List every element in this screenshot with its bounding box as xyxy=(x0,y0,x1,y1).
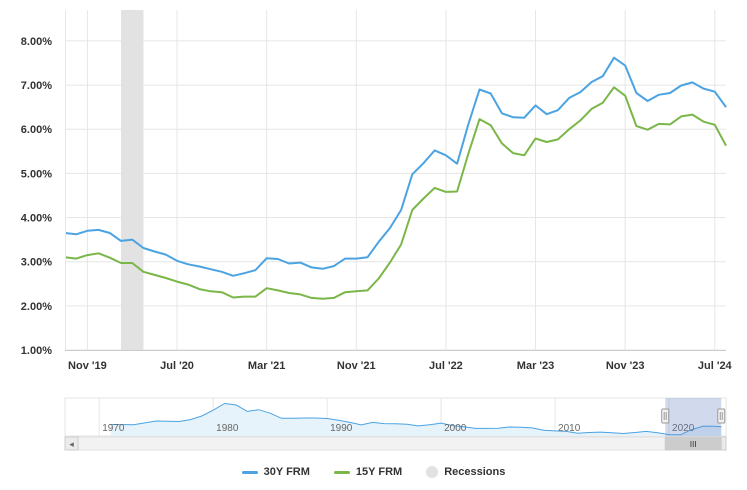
x-tick-label: Jul '20 xyxy=(160,360,194,372)
navigator-handle-right[interactable] xyxy=(717,408,726,424)
legend-item-30y-frm[interactable]: 30Y FRM xyxy=(241,466,310,478)
recession-band xyxy=(121,10,144,350)
plot-area xyxy=(64,10,727,351)
x-tick-label: Nov '21 xyxy=(337,360,376,372)
navigator-tick-label: 1980 xyxy=(216,423,239,434)
navigator-handle-grip[interactable] xyxy=(717,408,726,424)
x-axis-ticks: Nov '19 Jul '20 Mar '21 Nov '21 Jul '22 Mar '… xyxy=(68,360,733,372)
navigator-handle-left[interactable] xyxy=(661,408,670,424)
series-15y-frm-line xyxy=(64,86,727,300)
legend-item-recessions[interactable]: Recessions xyxy=(426,466,505,478)
y-tick-label: 7.00% xyxy=(21,80,52,92)
legend: 30Y FRM 15Y FRM Recessions xyxy=(0,466,747,478)
y-tick-label: 4.00% xyxy=(21,213,52,225)
navigator-selected-range[interactable] xyxy=(665,398,722,436)
legend-label-30y: 30Y FRM xyxy=(263,466,310,478)
x-tick-label: Nov '23 xyxy=(606,360,645,372)
navigator-tick-label: 2010 xyxy=(558,423,581,434)
mortgage-rate-chart: 8.00% 7.00% 6.00% 5.00% 4.00% 3.00% 2.00% 1.00%… xyxy=(21,10,733,451)
scrollbar-thumb[interactable] xyxy=(664,436,722,451)
legend-15y-line-icon xyxy=(333,470,350,474)
legend-label-15y: 15Y FRM xyxy=(355,466,403,478)
navigator-handle-grip[interactable] xyxy=(661,408,670,424)
scrollbar[interactable]: ◂ ▸ III xyxy=(64,436,727,451)
scrollbar-track[interactable] xyxy=(64,436,727,451)
x-tick-label: Nov '19 xyxy=(68,360,107,372)
scrollbar-grip-icon: III xyxy=(690,440,697,449)
navigator-tick-label: 1990 xyxy=(330,423,353,434)
x-tick-label: Jul '24 xyxy=(698,360,733,372)
scrollbar-left-button[interactable] xyxy=(64,436,79,451)
x-tick-label: Mar '23 xyxy=(517,360,554,372)
y-tick-label: 3.00% xyxy=(21,257,52,269)
recession-band-layer xyxy=(121,10,144,350)
legend-30y-line-icon xyxy=(241,470,258,474)
y-tick-label: 8.00% xyxy=(21,36,52,48)
series-layer xyxy=(64,56,727,300)
x-tick-label: Jul '22 xyxy=(429,360,463,372)
series-30y-frm-line xyxy=(64,56,727,277)
scroll-left-arrow-icon: ◂ xyxy=(69,440,74,450)
navigator[interactable]: 1970 1980 1990 2000 2010 2020 xyxy=(64,397,727,437)
y-axis-ticks: 8.00% 7.00% 6.00% 5.00% 4.00% 3.00% 2.00% 1.00% xyxy=(21,36,52,357)
navigator-tick-label: 1970 xyxy=(102,423,125,434)
navigator-tick-label: 2000 xyxy=(444,423,467,434)
navigator-tick-label: 2020 xyxy=(672,423,695,434)
legend-label-recessions: Recessions xyxy=(444,466,506,478)
plot-background xyxy=(65,10,726,350)
x-tick-label: Mar '21 xyxy=(248,360,285,372)
y-tick-label: 6.00% xyxy=(21,124,52,136)
legend-recession-dot-icon xyxy=(426,466,439,478)
navigator-ticks: 1970 1980 1990 2000 2010 2020 xyxy=(102,423,695,434)
grid-lines-x xyxy=(86,10,716,350)
navigator-series-line xyxy=(110,402,722,436)
y-tick-label: 2.00% xyxy=(21,301,52,313)
y-tick-label: 1.00% xyxy=(21,345,52,357)
y-tick-label: 5.00% xyxy=(21,168,52,180)
legend-item-15y-frm[interactable]: 15Y FRM xyxy=(333,466,403,478)
